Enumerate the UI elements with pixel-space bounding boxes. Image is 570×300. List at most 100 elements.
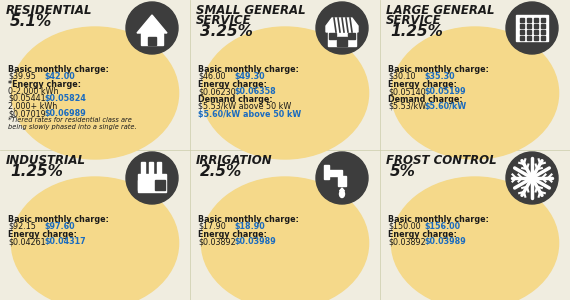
- Text: $30.10: $30.10: [388, 72, 416, 81]
- Text: $5.60/kW above 50 kW: $5.60/kW above 50 kW: [198, 110, 302, 119]
- Text: $0.03989: $0.03989: [424, 237, 466, 246]
- Text: INDUSTRIAL: INDUSTRIAL: [6, 154, 86, 167]
- Text: FROST CONTROL: FROST CONTROL: [386, 154, 496, 167]
- Text: $0.03989: $0.03989: [234, 237, 276, 246]
- Text: Energy charge:: Energy charge:: [8, 230, 77, 239]
- Bar: [541, 36, 545, 40]
- Bar: [541, 30, 545, 34]
- Text: $0.06230: $0.06230: [198, 87, 235, 96]
- Text: $46.00: $46.00: [198, 72, 226, 81]
- Bar: [541, 18, 545, 22]
- Text: $0.06989: $0.06989: [44, 109, 86, 118]
- Text: Energy charge:: Energy charge:: [388, 230, 457, 239]
- Ellipse shape: [11, 177, 178, 300]
- Polygon shape: [141, 33, 163, 45]
- Text: $150.00: $150.00: [388, 222, 421, 231]
- Bar: [527, 24, 531, 28]
- Text: Energy charge:: Energy charge:: [198, 230, 267, 239]
- Text: $0.05441: $0.05441: [8, 94, 46, 103]
- Bar: [527, 36, 531, 40]
- Bar: [155, 180, 165, 190]
- Bar: [338, 176, 346, 186]
- Text: IRRIGATION: IRRIGATION: [196, 154, 272, 167]
- Circle shape: [316, 2, 368, 54]
- Text: 5.1%: 5.1%: [10, 14, 52, 29]
- Text: RESIDENTIAL: RESIDENTIAL: [6, 4, 92, 17]
- Bar: [520, 30, 524, 34]
- Ellipse shape: [11, 27, 178, 159]
- Text: $5.53/kW above 50 kW: $5.53/kW above 50 kW: [198, 102, 291, 111]
- Text: $92.15: $92.15: [8, 222, 36, 231]
- Polygon shape: [148, 37, 156, 45]
- Text: $18.90: $18.90: [234, 222, 264, 231]
- Text: SERVICE: SERVICE: [386, 14, 442, 27]
- Text: $49.30: $49.30: [234, 72, 264, 81]
- Bar: [138, 180, 152, 190]
- Bar: [337, 37, 347, 46]
- Bar: [138, 174, 166, 192]
- Ellipse shape: [201, 27, 369, 159]
- Text: $0.05824: $0.05824: [44, 94, 86, 103]
- Text: 2.5%: 2.5%: [200, 164, 242, 179]
- Bar: [348, 33, 355, 39]
- Text: $42.00: $42.00: [44, 72, 75, 81]
- Bar: [329, 33, 336, 39]
- Circle shape: [316, 152, 368, 204]
- Text: 1.25%: 1.25%: [390, 24, 443, 39]
- Bar: [520, 36, 524, 40]
- Bar: [324, 165, 329, 179]
- Ellipse shape: [392, 177, 559, 300]
- Ellipse shape: [340, 190, 344, 197]
- Circle shape: [506, 152, 558, 204]
- Bar: [534, 36, 538, 40]
- Text: $0.04317: $0.04317: [44, 237, 86, 246]
- Ellipse shape: [392, 27, 559, 159]
- Bar: [527, 30, 531, 34]
- Text: $39.95: $39.95: [8, 72, 36, 81]
- Text: $0.03892: $0.03892: [388, 237, 426, 246]
- Bar: [534, 30, 538, 34]
- Text: $156.00: $156.00: [424, 222, 460, 231]
- Text: *Tiered rates for residential class are: *Tiered rates for residential class are: [8, 117, 132, 123]
- Text: Basic monthly charge:: Basic monthly charge:: [8, 65, 109, 74]
- Bar: [527, 18, 531, 22]
- Bar: [534, 18, 538, 22]
- Text: 3.25%: 3.25%: [200, 24, 253, 39]
- Text: $0.04261: $0.04261: [8, 237, 46, 246]
- Bar: [534, 24, 538, 28]
- Text: Basic monthly charge:: Basic monthly charge:: [388, 65, 489, 74]
- Bar: [157, 162, 161, 174]
- Text: SMALL GENERAL: SMALL GENERAL: [196, 4, 306, 17]
- Polygon shape: [326, 18, 358, 32]
- Text: being slowly phased into a single rate.: being slowly phased into a single rate.: [8, 124, 137, 130]
- Text: $0.03892: $0.03892: [198, 237, 236, 246]
- Polygon shape: [340, 188, 344, 191]
- Text: LARGE GENERAL: LARGE GENERAL: [386, 4, 495, 17]
- Text: *Energy charge:: *Energy charge:: [8, 80, 81, 89]
- Text: 0-2,000 kWh: 0-2,000 kWh: [8, 87, 59, 96]
- Text: $0.05140: $0.05140: [388, 87, 426, 96]
- Bar: [328, 32, 356, 46]
- Bar: [141, 162, 145, 174]
- Text: Demand charge:: Demand charge:: [388, 95, 463, 104]
- Bar: [520, 18, 524, 22]
- Text: Basic monthly charge:: Basic monthly charge:: [198, 65, 299, 74]
- Circle shape: [506, 2, 558, 54]
- Bar: [520, 24, 524, 28]
- Text: Basic monthly charge:: Basic monthly charge:: [388, 215, 489, 224]
- Text: Basic monthly charge:: Basic monthly charge:: [8, 215, 109, 224]
- Text: SERVICE: SERVICE: [196, 14, 251, 27]
- Text: $5.60/kW: $5.60/kW: [424, 102, 466, 111]
- Text: $0.07019: $0.07019: [8, 109, 46, 118]
- Text: $97.60: $97.60: [44, 222, 75, 231]
- Text: 5%: 5%: [390, 164, 416, 179]
- Text: $35.30: $35.30: [424, 72, 455, 81]
- Polygon shape: [137, 15, 167, 33]
- Text: 2,000+ kWh: 2,000+ kWh: [8, 102, 57, 111]
- Bar: [516, 15, 548, 41]
- Bar: [326, 170, 342, 176]
- Text: Energy charge:: Energy charge:: [388, 80, 457, 89]
- Text: $0.05199: $0.05199: [424, 87, 466, 96]
- Text: 1.25%: 1.25%: [10, 164, 63, 179]
- Text: Basic monthly charge:: Basic monthly charge:: [198, 215, 299, 224]
